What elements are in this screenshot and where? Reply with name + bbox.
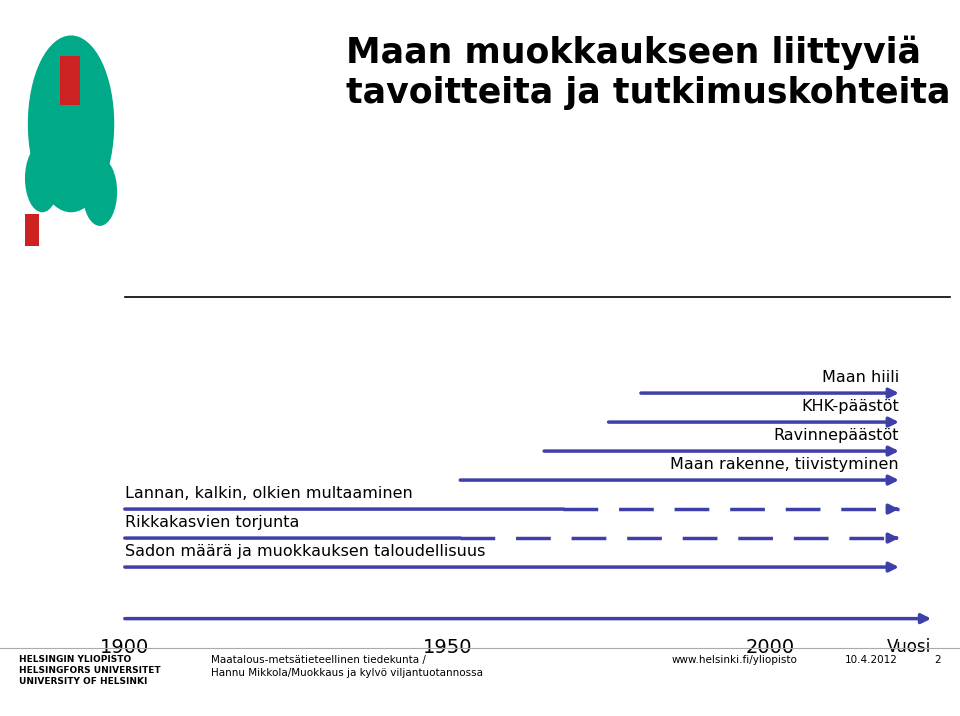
Bar	[60, 56, 81, 105]
Text: KHK-päästöt: KHK-päästöt	[802, 399, 899, 414]
Text: Ravinnepäästöt: Ravinnepäästöt	[774, 428, 899, 443]
Text: Maatalous-metsätieteellinen tiedekunta /
Hannu Mikkola/Muokkaus ja kylvö viljant: Maatalous-metsätieteellinen tiedekunta /…	[211, 655, 483, 677]
Text: Vuosi: Vuosi	[887, 638, 931, 656]
Text: 10.4.2012: 10.4.2012	[845, 655, 898, 665]
Text: Sadon määrä ja muokkauksen taloudellisuus: Sadon määrä ja muokkauksen taloudellisuu…	[125, 544, 485, 559]
Text: Maan hiili: Maan hiili	[822, 370, 899, 385]
Text: Maan muokkaukseen liittyviä
tavoitteita ja tutkimuskohteita: Maan muokkaukseen liittyviä tavoitteita …	[346, 36, 950, 110]
Text: Rikkakasvien torjunta: Rikkakasvien torjunta	[125, 515, 300, 530]
Text: 1900: 1900	[100, 638, 150, 657]
Text: 1950: 1950	[422, 638, 472, 657]
Text: Lannan, kalkin, olkien multaaminen: Lannan, kalkin, olkien multaaminen	[125, 486, 413, 501]
Ellipse shape	[83, 158, 117, 226]
Ellipse shape	[25, 145, 60, 212]
Text: 2: 2	[934, 655, 941, 665]
Ellipse shape	[28, 35, 114, 212]
Text: 2000: 2000	[745, 638, 795, 657]
Text: Maan rakenne, tiivistyminen: Maan rakenne, tiivistyminen	[670, 457, 899, 472]
Text: HELSINGIN YLIOPISTO
HELSINGFORS UNIVERSITET
UNIVERSITY OF HELSINKI: HELSINGIN YLIOPISTO HELSINGFORS UNIVERSI…	[19, 655, 161, 687]
Text: www.helsinki.fi/yliopisto: www.helsinki.fi/yliopisto	[672, 655, 798, 665]
Bar	[25, 213, 38, 246]
